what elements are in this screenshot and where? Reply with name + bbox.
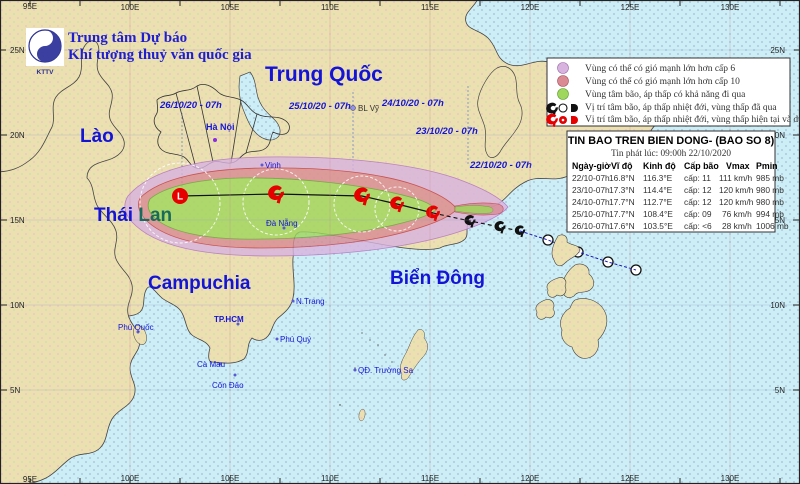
svg-text:26/10-07h: 26/10-07h (572, 221, 610, 231)
svg-text:22/10/20 - 07h: 22/10/20 - 07h (469, 160, 532, 171)
svg-text:L: L (177, 192, 183, 203)
svg-text:Vị trí tâm bão, áp thấp nhiệt: Vị trí tâm bão, áp thấp nhiệt đới, vùng … (585, 102, 777, 113)
svg-text:17.7°N: 17.7°N (609, 197, 635, 207)
svg-text:110E: 110E (321, 3, 339, 12)
svg-text:110E: 110E (321, 474, 339, 483)
svg-text:Vùng có thể có gió mạnh lớn hơ: Vùng có thể có gió mạnh lớn hơn cấp 6 (585, 63, 735, 74)
svg-text:115E: 115E (421, 474, 439, 483)
svg-text:Cà Mau: Cà Mau (197, 360, 225, 369)
svg-text:115E: 115E (421, 3, 439, 12)
svg-text:Côn Đảo: Côn Đảo (212, 381, 244, 390)
svg-text:Vùng tâm bão, áp thấp có khả n: Vùng tâm bão, áp thấp có khả năng đi qua (585, 89, 746, 100)
svg-text:Vùng có thể có gió mạnh lớn hơ: Vùng có thể có gió mạnh lớn hơn cấp 10 (585, 76, 740, 87)
svg-text:20N: 20N (10, 131, 25, 140)
svg-text:KTTV: KTTV (37, 69, 55, 76)
svg-text:108.4°E: 108.4°E (643, 209, 673, 219)
svg-text:cấp: 12: cấp: 12 (684, 197, 712, 207)
svg-text:125E: 125E (621, 3, 640, 12)
svg-text:23/10-07h: 23/10-07h (572, 185, 610, 195)
svg-text:95E: 95E (23, 475, 37, 484)
svg-text:16.8°N: 16.8°N (609, 173, 635, 183)
svg-text:5N: 5N (775, 386, 785, 395)
svg-text:23/10/20 - 07h: 23/10/20 - 07h (415, 126, 478, 137)
svg-text:Phú Quốc: Phú Quốc (118, 323, 154, 332)
svg-text:Lào: Lào (80, 126, 114, 147)
svg-text:BL Vỹ: BL Vỹ (358, 104, 379, 113)
svg-text:Tin phát lúc: 09:00h 22/10/202: Tin phát lúc: 09:00h 22/10/2020 (611, 149, 731, 159)
svg-text:95E: 95E (23, 2, 37, 11)
svg-text:114.4°E: 114.4°E (643, 185, 673, 195)
svg-text:25/10/20 - 07h: 25/10/20 - 07h (288, 101, 351, 112)
svg-text:Cấp bão: Cấp bão (684, 161, 719, 171)
svg-text:24/10/20 - 07h: 24/10/20 - 07h (381, 98, 444, 109)
svg-text:Trung tâm Dự báo: Trung tâm Dự báo (68, 30, 187, 46)
svg-text:100E: 100E (121, 474, 140, 483)
svg-text:5N: 5N (10, 386, 20, 395)
svg-text:Biển Đông: Biển Đông (390, 268, 485, 289)
svg-text:111 km/h: 111 km/h (719, 173, 753, 183)
svg-text:25N: 25N (770, 46, 785, 55)
svg-text:Vmax: Vmax (726, 161, 750, 171)
svg-text:120E: 120E (521, 474, 540, 483)
svg-text:120 km/h: 120 km/h (719, 185, 754, 195)
svg-text:103.5°E: 103.5°E (643, 221, 673, 231)
svg-text:Đà Nẵng: Đà Nẵng (266, 219, 298, 228)
svg-text:10N: 10N (770, 301, 785, 310)
svg-text:22/10-07h: 22/10-07h (572, 173, 610, 183)
svg-text:980 mb: 980 mb (756, 185, 784, 195)
svg-text:994 mb: 994 mb (756, 209, 784, 219)
svg-text:Pmin: Pmin (756, 161, 778, 171)
svg-text:10N: 10N (10, 301, 25, 310)
svg-text:24/10-07h: 24/10-07h (572, 197, 610, 207)
svg-text:17.3°N: 17.3°N (609, 185, 635, 195)
svg-text:26/10/20 - 07h: 26/10/20 - 07h (159, 100, 222, 111)
svg-text:985 mb: 985 mb (756, 173, 784, 183)
svg-text:Kinh độ: Kinh độ (643, 161, 676, 171)
svg-text:cấp: 11: cấp: 11 (684, 173, 711, 183)
svg-text:Khí tượng thuỷ văn quốc gia: Khí tượng thuỷ văn quốc gia (68, 47, 252, 63)
svg-text:100E: 100E (121, 3, 140, 12)
svg-text:QĐ. Trường Sa: QĐ. Trường Sa (358, 366, 414, 375)
svg-text:112.7°E: 112.7°E (643, 197, 673, 207)
svg-text:Trung Quốc: Trung Quốc (265, 63, 383, 86)
svg-text:TP.HCM: TP.HCM (214, 315, 244, 324)
svg-text:25N: 25N (10, 46, 25, 55)
svg-text:105E: 105E (221, 3, 240, 12)
svg-text:Campuchia: Campuchia (148, 273, 251, 294)
svg-text:Thái Lan: Thái Lan (94, 205, 172, 226)
svg-text:cấp: <6: cấp: <6 (684, 221, 712, 231)
svg-text:cấp: 12: cấp: 12 (684, 185, 712, 195)
svg-text:28 km/h: 28 km/h (722, 221, 752, 231)
svg-text:Ngày-giờ: Ngày-giờ (572, 161, 611, 171)
svg-text:125E: 125E (621, 474, 640, 483)
svg-text:Vĩ độ: Vĩ độ (611, 161, 633, 171)
svg-text:TIN BAO TREN BIEN DONG- (BAO S: TIN BAO TREN BIEN DONG- (BAO SO 8) (568, 135, 775, 147)
svg-text:980 mb: 980 mb (756, 197, 784, 207)
svg-text:15N: 15N (10, 216, 25, 225)
svg-text:1006 mb: 1006 mb (756, 221, 789, 231)
svg-text:116.3°E: 116.3°E (643, 173, 673, 183)
svg-text:cấp: 09: cấp: 09 (684, 209, 712, 219)
svg-text:Vị trí tâm bão, áp thấp nhiệt: Vị trí tâm bão, áp thấp nhiệt đới, vùng … (585, 114, 800, 125)
svg-text:120E: 120E (521, 3, 540, 12)
svg-text:130E: 130E (721, 474, 740, 483)
svg-text:Vinh: Vinh (265, 161, 281, 170)
svg-text:N.Trang: N.Trang (296, 297, 325, 306)
svg-text:105E: 105E (221, 474, 240, 483)
svg-text:17.7°N: 17.7°N (609, 209, 635, 219)
svg-text:120 km/h: 120 km/h (719, 197, 754, 207)
svg-text:130E: 130E (721, 3, 740, 12)
svg-text:17.6°N: 17.6°N (609, 221, 635, 231)
svg-text:Phú Quý: Phú Quý (280, 335, 311, 344)
svg-text:76 km/h: 76 km/h (722, 209, 752, 219)
svg-text:25/10-07h: 25/10-07h (572, 209, 610, 219)
